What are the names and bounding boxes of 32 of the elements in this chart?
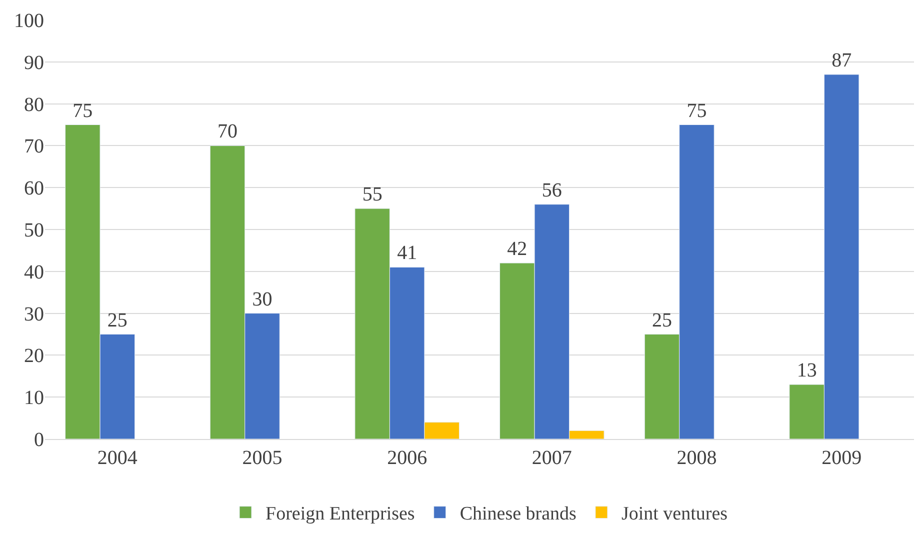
- data-label: 13: [796, 360, 817, 382]
- legend-label: Chinese brands: [460, 504, 576, 525]
- y-tick-label: 40: [24, 261, 44, 284]
- y-tick-label: 30: [24, 303, 44, 326]
- y-tick-label: 20: [24, 345, 44, 368]
- y-tick-label: 90: [24, 52, 44, 74]
- x-tick-label: 2006: [387, 447, 428, 469]
- data-label: 42: [507, 238, 528, 260]
- data-label: 55: [362, 184, 382, 206]
- legend-label: Foreign Enterprises: [266, 504, 415, 525]
- data-label: 25: [107, 309, 128, 332]
- data-label: 25: [652, 309, 672, 332]
- y-tick-label: 60: [24, 178, 44, 200]
- y-tick-label: 10: [24, 387, 44, 410]
- x-tick-label: 2008: [676, 447, 717, 469]
- data-label: 56: [542, 179, 562, 202]
- data-label: 75: [72, 100, 93, 122]
- y-tick-label: 80: [24, 94, 44, 116]
- data-label: 75: [686, 100, 707, 122]
- x-tick-label: 2009: [822, 447, 862, 469]
- data-label: 30: [252, 288, 272, 310]
- legend-label: Joint ventures: [621, 504, 728, 525]
- data-label: 87: [832, 49, 852, 72]
- x-tick-label: 2007: [532, 447, 572, 469]
- x-tick-label: 2004: [97, 447, 138, 469]
- y-tick-label: 50: [24, 220, 44, 242]
- y-tick-label: 100: [14, 10, 44, 32]
- y-tick-label: 0: [34, 429, 44, 451]
- x-tick-label: 2005: [242, 447, 282, 469]
- data-label: 70: [217, 120, 238, 143]
- data-label: 41: [397, 242, 418, 264]
- y-tick-label: 70: [24, 136, 44, 158]
